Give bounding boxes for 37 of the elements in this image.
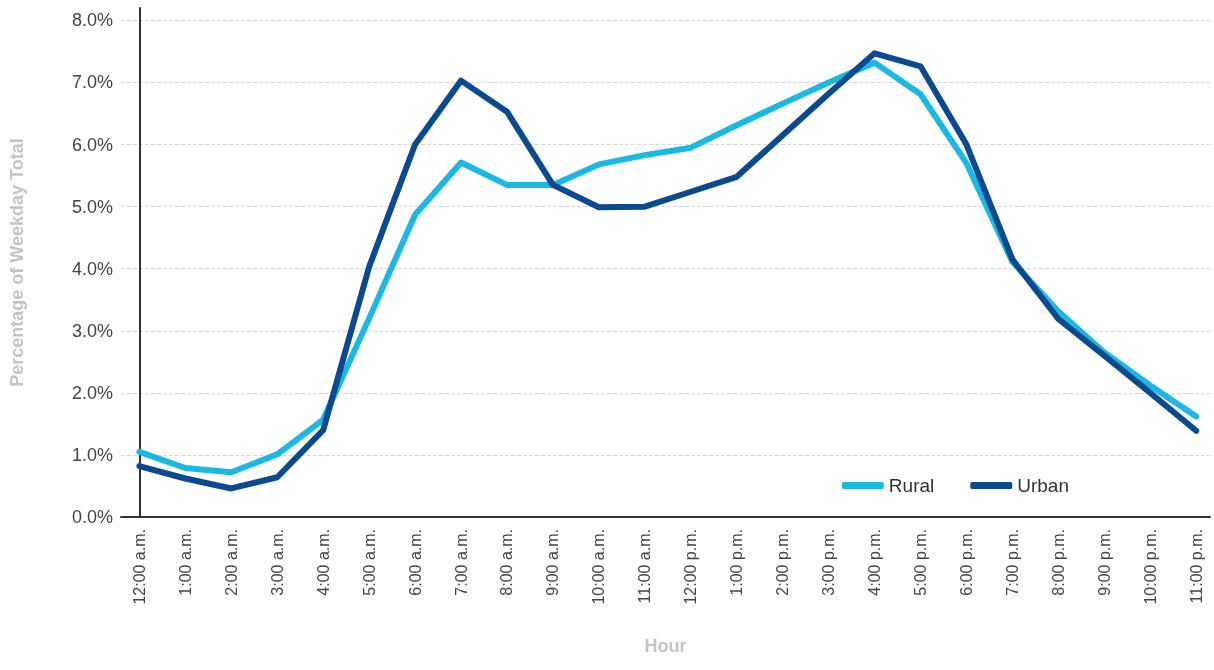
y-tick-label: 4.0% <box>71 258 113 279</box>
x-tick-label: 11:00 p.m. <box>1187 529 1205 604</box>
x-tick-label: 10:00 a.m. <box>590 529 608 605</box>
x-tick-label: 5:00 p.m. <box>912 529 930 596</box>
y-tick-label: 6.0% <box>71 134 113 155</box>
x-tick-label: 1:00 p.m. <box>728 529 746 596</box>
x-tick-label: 9:00 p.m. <box>1095 529 1113 596</box>
x-tick-label: 2:00 a.m. <box>222 529 240 596</box>
x-tick-label: 5:00 a.m. <box>360 529 378 596</box>
x-tick-label: 3:00 p.m. <box>820 529 838 596</box>
x-tick-label: 6:00 p.m. <box>957 529 975 596</box>
legend-label: Urban <box>1017 475 1069 496</box>
x-axis-title: Hour <box>644 636 687 656</box>
x-tick-label: 8:00 p.m. <box>1049 529 1067 596</box>
x-tick-label: 1:00 a.m. <box>176 529 194 596</box>
x-tick-label: 7:00 p.m. <box>1003 529 1021 596</box>
x-tick-label: 4:00 p.m. <box>866 529 884 596</box>
legend-label: Rural <box>888 475 935 496</box>
x-tick-label: 2:00 p.m. <box>774 529 792 596</box>
y-tick-label: 8.0% <box>71 10 113 31</box>
x-tick-label: 10:00 p.m. <box>1141 529 1159 605</box>
x-tick-label: 12:00 a.m. <box>130 529 148 605</box>
y-tick-label: 3.0% <box>71 320 113 341</box>
y-tick-label: 2.0% <box>71 382 113 403</box>
x-tick-label: 3:00 a.m. <box>268 529 286 596</box>
x-tick-label: 11:00 a.m. <box>636 529 654 604</box>
y-tick-label: 7.0% <box>71 72 113 93</box>
y-tick-label: 0.0% <box>71 507 113 527</box>
x-tick-label: 9:00 a.m. <box>544 529 562 596</box>
x-tick-label: 6:00 a.m. <box>406 529 424 596</box>
x-tick-label: 4:00 a.m. <box>314 529 332 596</box>
x-tick-label: 7:00 a.m. <box>452 529 470 596</box>
x-tick-label: 12:00 p.m. <box>682 529 700 605</box>
y-tick-label: 1.0% <box>71 444 113 465</box>
y-axis-title: Percentage of Weekday Total <box>7 138 27 387</box>
y-tick-label: 5.0% <box>71 196 113 217</box>
x-tick-label: 8:00 a.m. <box>498 529 516 596</box>
